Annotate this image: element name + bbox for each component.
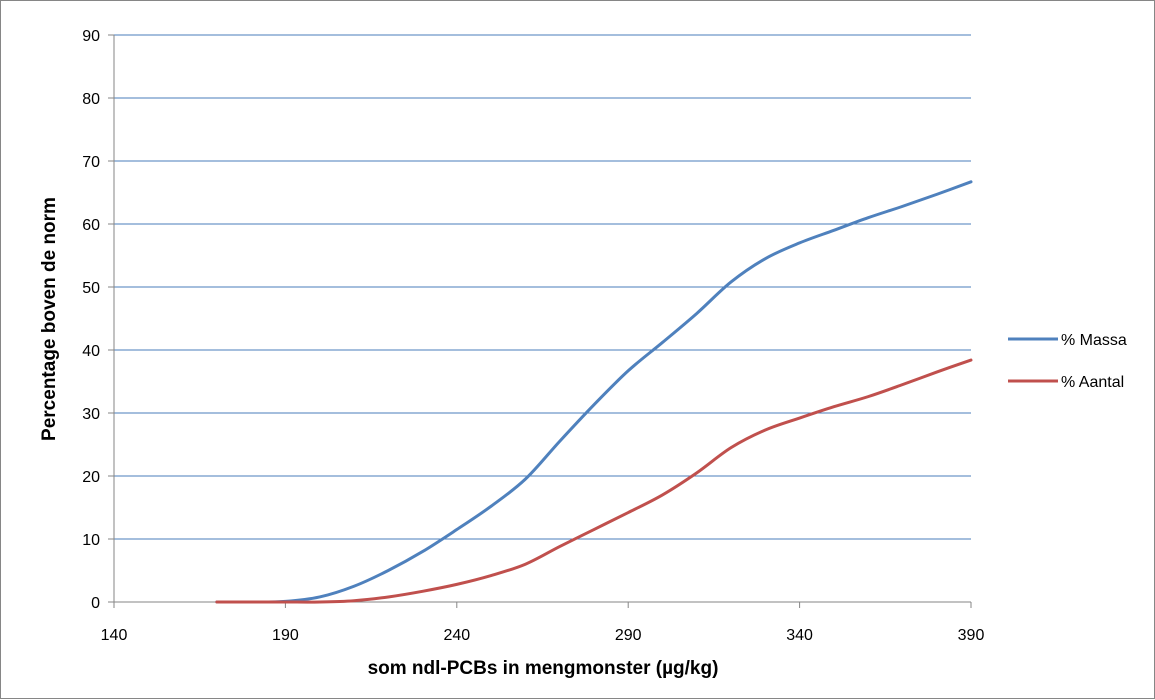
- series-line-aantal: [215, 358, 973, 604]
- y-tick-label: 60: [82, 217, 100, 234]
- x-tick-label: 240: [443, 627, 470, 644]
- gridlines: [114, 34, 971, 540]
- y-tick-label: 0: [91, 595, 100, 612]
- legend-label: % Aantal: [1061, 374, 1124, 391]
- x-tick-label: 140: [101, 627, 128, 644]
- legend-label: % Massa: [1061, 332, 1127, 349]
- y-tick-labels: 0 10 20 30 40 50 60 70 80 90: [82, 28, 100, 612]
- y-tick-label: 80: [82, 91, 100, 108]
- x-tick-label: 290: [615, 627, 642, 644]
- x-tick-label: 390: [958, 627, 985, 644]
- y-tick-label: 90: [82, 28, 100, 45]
- x-tick-label: 190: [272, 627, 299, 644]
- y-axis-title: Percentage boven de norm: [39, 197, 60, 441]
- axes: [108, 34, 972, 608]
- y-tick-label: 10: [82, 532, 100, 549]
- x-axis-title: som ndl-PCBs in mengmonster (µg/kg): [368, 658, 719, 679]
- legend: % Massa % Aantal: [1008, 332, 1127, 391]
- y-tick-label: 40: [82, 343, 100, 360]
- y-tick-label: 20: [82, 469, 100, 486]
- x-tick-label: 340: [786, 627, 813, 644]
- y-tick-label: 50: [82, 280, 100, 297]
- series-line-massa: [215, 180, 973, 604]
- series-lines: [215, 180, 973, 604]
- x-tick-labels: 140 190 240 290 340 390: [101, 627, 985, 644]
- y-tick-label: 70: [82, 154, 100, 171]
- y-tick-label: 30: [82, 406, 100, 423]
